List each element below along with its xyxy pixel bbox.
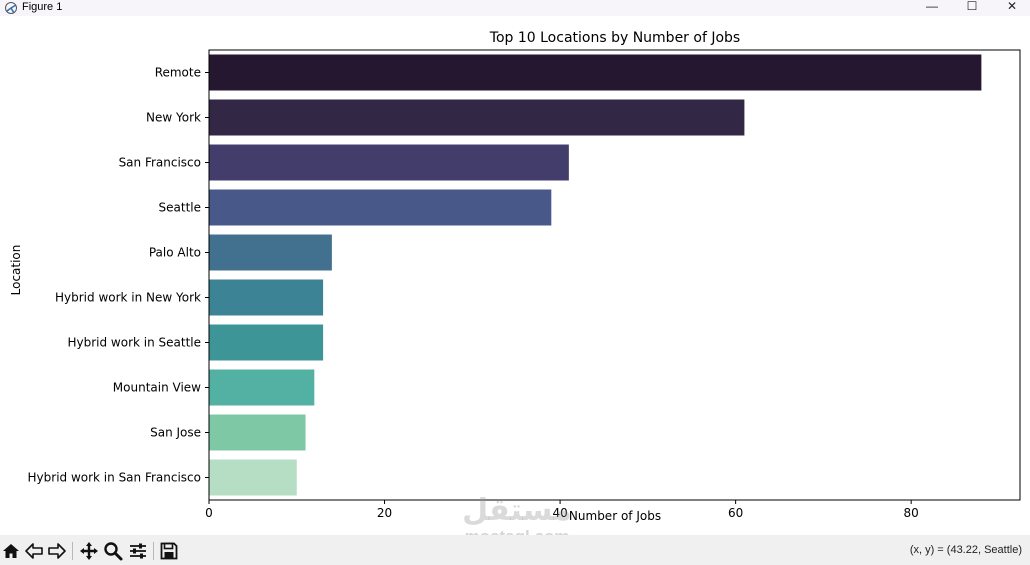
toolbar-separator xyxy=(72,542,73,560)
window-titlebar: Figure 1 — ☐ ✕ xyxy=(0,0,1030,16)
x-axis-label: Number of Jobs xyxy=(569,509,661,523)
y-tick-label: Mountain View xyxy=(113,381,201,395)
y-tick-label: Palo Alto xyxy=(149,246,201,260)
zoom-icon[interactable] xyxy=(102,540,124,562)
x-tick-label: 80 xyxy=(904,506,919,520)
bar-hybrid-work-in-seattle xyxy=(209,324,324,361)
bar-hybrid-work-in-new-york xyxy=(209,279,324,316)
toolbar-separator xyxy=(153,542,154,560)
y-axis-label: Location xyxy=(9,245,23,296)
configure-subplots-icon[interactable] xyxy=(127,540,149,562)
bar-remote xyxy=(209,54,982,91)
bar-mountain-view xyxy=(209,369,315,406)
y-tick-label: Hybrid work in San Francisco xyxy=(28,471,201,485)
y-tick-labels: Remote New York San Francisco Seattle Palo A… xyxy=(28,66,209,485)
bar-san-francisco xyxy=(209,144,569,181)
y-tick-label: Hybrid work in New York xyxy=(55,291,201,305)
save-icon[interactable] xyxy=(158,540,180,562)
matplotlib-app-icon xyxy=(5,2,17,14)
x-tick-label: 60 xyxy=(728,506,743,520)
maximize-button[interactable]: ☐ xyxy=(966,0,978,13)
axes-frame xyxy=(208,49,1021,501)
coordinate-readout: (x, y) = (43.22, Seattle) xyxy=(909,544,1022,556)
figure-canvas[interactable]: Top 10 Locations by Number of Jobs Remot… xyxy=(0,17,1030,535)
back-arrow-icon[interactable] xyxy=(23,540,45,562)
close-button[interactable]: ✕ xyxy=(1006,0,1018,13)
y-tick-label: New York xyxy=(146,111,201,125)
y-tick-label: Remote xyxy=(155,66,201,80)
bar-san-jose xyxy=(209,414,306,451)
x-tick-label: 0 xyxy=(205,506,213,520)
y-tick-label: San Jose xyxy=(150,426,201,440)
bar-new-york xyxy=(209,99,745,136)
bar-seattle xyxy=(209,189,552,226)
bars-group xyxy=(209,54,982,496)
minimize-button[interactable]: — xyxy=(926,0,938,13)
navigation-toolbar: (x, y) = (43.22, Seattle) xyxy=(0,535,1030,565)
bar-hybrid-work-in-san-francisco xyxy=(209,459,297,496)
bar-palo-alto xyxy=(209,234,332,271)
forward-arrow-icon[interactable] xyxy=(46,540,68,562)
y-tick-label: Seattle xyxy=(159,201,201,215)
pan-icon[interactable] xyxy=(78,540,100,562)
x-tick-labels: 0 20 40 60 80 xyxy=(205,500,919,520)
y-tick-label: San Francisco xyxy=(119,156,201,170)
x-tick-label: 20 xyxy=(377,506,392,520)
x-tick-label: 40 xyxy=(552,506,567,520)
home-icon[interactable] xyxy=(0,540,22,562)
bar-chart: Top 10 Locations by Number of Jobs Remot… xyxy=(9,30,1021,523)
y-tick-label: Hybrid work in Seattle xyxy=(67,336,201,350)
chart-title: Top 10 Locations by Number of Jobs xyxy=(489,30,740,46)
window-title: Figure 1 xyxy=(22,1,63,13)
